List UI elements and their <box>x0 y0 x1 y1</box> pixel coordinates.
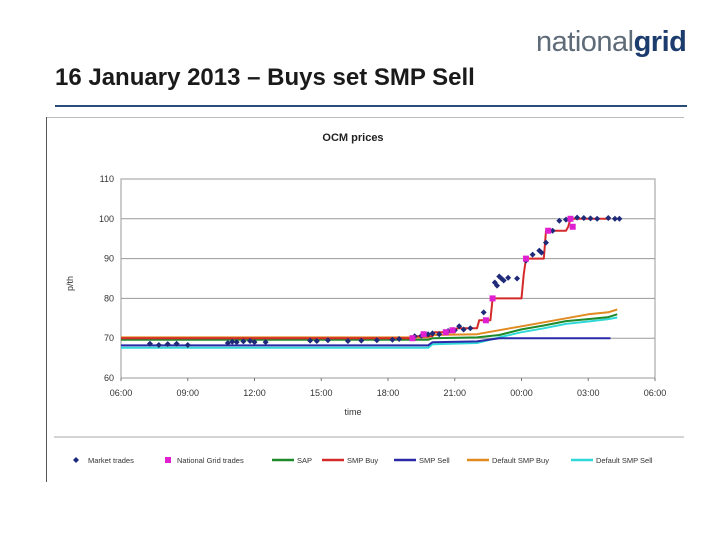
y-tick-label: 90 <box>104 254 114 264</box>
series-line-smp-buy <box>121 217 611 340</box>
market-trade-point <box>480 309 487 316</box>
ng-trade-point <box>420 331 427 338</box>
y-tick-label: 100 <box>99 214 114 224</box>
market-trade-point <box>373 337 380 344</box>
market-trade-point <box>251 339 258 346</box>
ng-trade-point <box>482 317 489 324</box>
market-trade-point <box>538 249 545 256</box>
x-tick-label: 21:00 <box>443 388 466 398</box>
x-tick-label: 00:00 <box>510 388 533 398</box>
market-trade-point <box>514 275 521 282</box>
legend-marker-ng <box>165 457 171 463</box>
x-tick-label: 18:00 <box>377 388 400 398</box>
market-trade-point <box>240 338 247 345</box>
market-trade-point <box>500 277 507 284</box>
market-trade-point <box>262 339 269 346</box>
ng-trade-point <box>409 335 416 342</box>
legend-label: SAP <box>297 456 312 465</box>
market-trade-point <box>456 323 463 330</box>
market-trade-point <box>307 337 314 344</box>
market-trade-point <box>467 325 474 332</box>
market-trade-point <box>594 215 601 222</box>
x-tick-label: 12:00 <box>243 388 266 398</box>
market-trade-point <box>605 215 612 222</box>
market-trade-point <box>389 336 396 343</box>
legend-label: SMP Buy <box>347 456 378 465</box>
y-axis-label: p/th <box>65 276 75 291</box>
market-trade-point <box>224 339 231 346</box>
ng-trade-point <box>489 295 496 302</box>
y-tick-label: 60 <box>104 373 114 383</box>
x-axis-label: time <box>344 407 361 417</box>
legend-label: SMP Sell <box>419 456 450 465</box>
market-trade-point <box>611 215 618 222</box>
ng-trade-point <box>567 215 574 222</box>
ng-trade-point <box>442 329 449 336</box>
market-trade-point <box>542 239 549 246</box>
market-trade-point <box>580 215 587 222</box>
series-line-sap <box>121 313 618 341</box>
ng-trade-point <box>545 227 552 234</box>
legend-label: Default SMP Buy <box>492 456 549 465</box>
market-trade-point <box>155 341 162 348</box>
chart-frame-top <box>46 117 684 118</box>
market-trade-point <box>460 326 467 333</box>
market-trade-point <box>184 341 191 348</box>
market-trade-point <box>344 337 351 344</box>
legend-label: Default SMP Sell <box>596 456 653 465</box>
series-line-def-buy <box>121 308 618 339</box>
market-trade-point <box>616 215 623 222</box>
y-tick-label: 80 <box>104 293 114 303</box>
market-trade-point <box>436 331 443 338</box>
legend-label: National Grid trades <box>177 456 244 465</box>
ng-trade-point <box>569 223 576 230</box>
legend-label: Market trades <box>88 456 134 465</box>
y-tick-label: 70 <box>104 333 114 343</box>
x-tick-label: 06:00 <box>110 388 133 398</box>
legend-marker-market <box>73 457 79 463</box>
market-trade-point <box>429 330 436 337</box>
market-trade-point <box>233 339 240 346</box>
market-trade-point <box>587 215 594 222</box>
x-tick-label: 09:00 <box>176 388 199 398</box>
market-trade-point <box>358 337 365 344</box>
x-tick-label: 15:00 <box>310 388 333 398</box>
series-line-def-sell <box>121 316 618 349</box>
market-trade-point <box>229 338 236 345</box>
market-trade-point <box>146 340 153 347</box>
series-line-smp-sell <box>121 337 611 347</box>
market-trade-point <box>494 282 501 289</box>
market-trade-point <box>396 335 403 342</box>
market-trade-point <box>556 217 563 224</box>
ng-trade-point <box>449 327 456 334</box>
market-trade-point <box>505 274 512 281</box>
market-trade-point <box>529 251 536 258</box>
market-trade-point <box>574 214 581 221</box>
slide-title: 16 January 2013 – Buys set SMP Sell <box>55 64 475 91</box>
market-trade-point <box>164 341 171 348</box>
nationalgrid-logo: nationalgrid <box>536 26 687 58</box>
market-trade-point <box>247 337 254 344</box>
market-trade-point <box>173 340 180 347</box>
market-trade-point <box>324 337 331 344</box>
market-trade-point <box>313 337 320 344</box>
x-tick-label: 06:00 <box>644 388 667 398</box>
ng-trade-point <box>522 255 529 262</box>
chart-frame-left <box>46 117 47 482</box>
title-divider <box>55 105 687 107</box>
y-tick-label: 110 <box>100 174 114 184</box>
chart-title: OCM prices <box>322 132 383 144</box>
x-tick-label: 03:00 <box>577 388 600 398</box>
